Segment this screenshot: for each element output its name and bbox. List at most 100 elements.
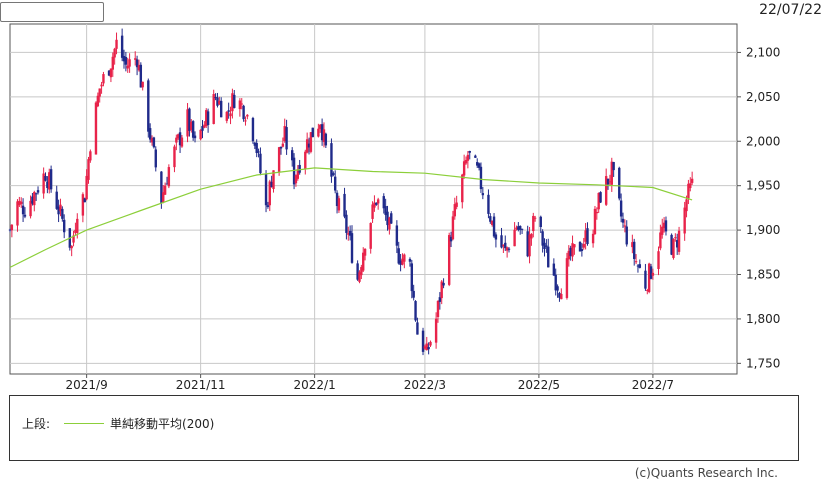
candle-body	[528, 234, 531, 257]
candle-body	[279, 146, 283, 149]
candle-body	[384, 206, 387, 216]
x-tick-label: 2021/11	[176, 378, 226, 392]
candle-body	[647, 263, 651, 292]
y-tick-label: 1,800	[746, 312, 780, 326]
y-tick-label: 1,900	[746, 223, 780, 237]
y-tick-label: 1,750	[746, 356, 780, 370]
candle-body	[421, 330, 425, 352]
y-tick-label: 2,050	[746, 90, 780, 104]
candle-body	[599, 192, 602, 203]
candle-body	[487, 194, 490, 214]
candle-body	[490, 220, 494, 225]
candle-body	[466, 154, 470, 161]
candle-body	[89, 151, 92, 161]
candle-body	[608, 181, 612, 183]
candle-body	[664, 220, 668, 232]
y-tick-label: 2,000	[746, 134, 780, 148]
candle-body	[662, 222, 666, 229]
candle-body	[547, 246, 550, 268]
candle-body	[593, 208, 597, 235]
candle-body	[259, 153, 262, 174]
candle-body	[502, 244, 505, 246]
candle-body	[657, 251, 660, 269]
candle-body	[541, 231, 544, 246]
candle-body	[489, 216, 492, 222]
candle-body	[229, 113, 232, 117]
candle-body	[504, 242, 507, 249]
candle-body	[672, 239, 675, 258]
candle-body	[347, 233, 350, 235]
candle-body	[606, 178, 610, 185]
candle-body	[674, 237, 677, 239]
candle-body	[76, 218, 79, 233]
candle-body	[427, 346, 430, 350]
candle-body	[177, 134, 180, 139]
candle-body	[74, 229, 77, 233]
candle-body	[219, 100, 223, 118]
candle-body	[163, 185, 167, 195]
candle-body	[292, 157, 296, 185]
candle-body	[390, 213, 393, 224]
candle-body	[283, 126, 286, 141]
candle-body	[253, 142, 257, 146]
candle-body	[216, 97, 219, 106]
candle-body	[578, 241, 582, 252]
candle-body	[591, 233, 595, 244]
candle-body	[539, 216, 542, 228]
candle-body	[619, 200, 623, 217]
candle-body	[122, 56, 126, 62]
candle-body	[675, 240, 679, 248]
candle-body	[55, 191, 58, 209]
candle-body	[240, 103, 243, 105]
candle-body	[388, 217, 391, 230]
candle-body	[291, 150, 294, 161]
candle-body	[311, 127, 314, 138]
plot-area	[9, 23, 738, 375]
candle-body	[434, 318, 438, 343]
candle-body	[423, 346, 427, 349]
candle-body	[333, 176, 337, 191]
candle-body	[193, 135, 197, 139]
candle-body	[689, 183, 692, 189]
candle-body	[16, 201, 19, 226]
candle-body	[438, 297, 442, 302]
candle-body	[462, 161, 466, 176]
candle-body	[83, 198, 86, 203]
candle-body	[369, 222, 372, 249]
candle-body	[61, 208, 64, 219]
candle-body	[337, 198, 341, 211]
candle-body	[464, 160, 468, 164]
y-tick-label: 1,950	[746, 179, 780, 193]
candle-body	[180, 137, 184, 147]
candle-body	[8, 229, 12, 231]
candle-body	[612, 162, 615, 171]
candle-body	[48, 172, 51, 190]
candle-body	[296, 169, 300, 179]
candle-body	[305, 139, 309, 153]
candle-body	[257, 151, 260, 153]
period-select[interactable]	[0, 2, 104, 22]
candle-body	[659, 232, 662, 249]
candle-body	[621, 218, 625, 223]
candle-body	[124, 57, 128, 65]
candle-body	[360, 267, 363, 276]
candle-body	[362, 252, 365, 271]
legend-row: 上段: 単純移動平均(200)	[22, 415, 214, 432]
candle-body	[44, 175, 47, 181]
candle-body	[649, 266, 653, 279]
candle-body	[455, 202, 458, 207]
candle-body	[492, 216, 496, 237]
candle-body	[382, 196, 385, 209]
candle-body	[152, 137, 156, 148]
candle-body	[199, 129, 202, 140]
candle-body	[21, 205, 25, 215]
candle-body	[330, 143, 333, 177]
candle-body	[505, 247, 509, 251]
candle-body	[500, 235, 503, 248]
candle-body	[268, 181, 271, 206]
candle-body	[610, 161, 613, 185]
candle-body	[128, 59, 131, 67]
candle-body	[23, 214, 27, 217]
candle-body	[395, 225, 399, 246]
candle-body	[10, 224, 14, 231]
